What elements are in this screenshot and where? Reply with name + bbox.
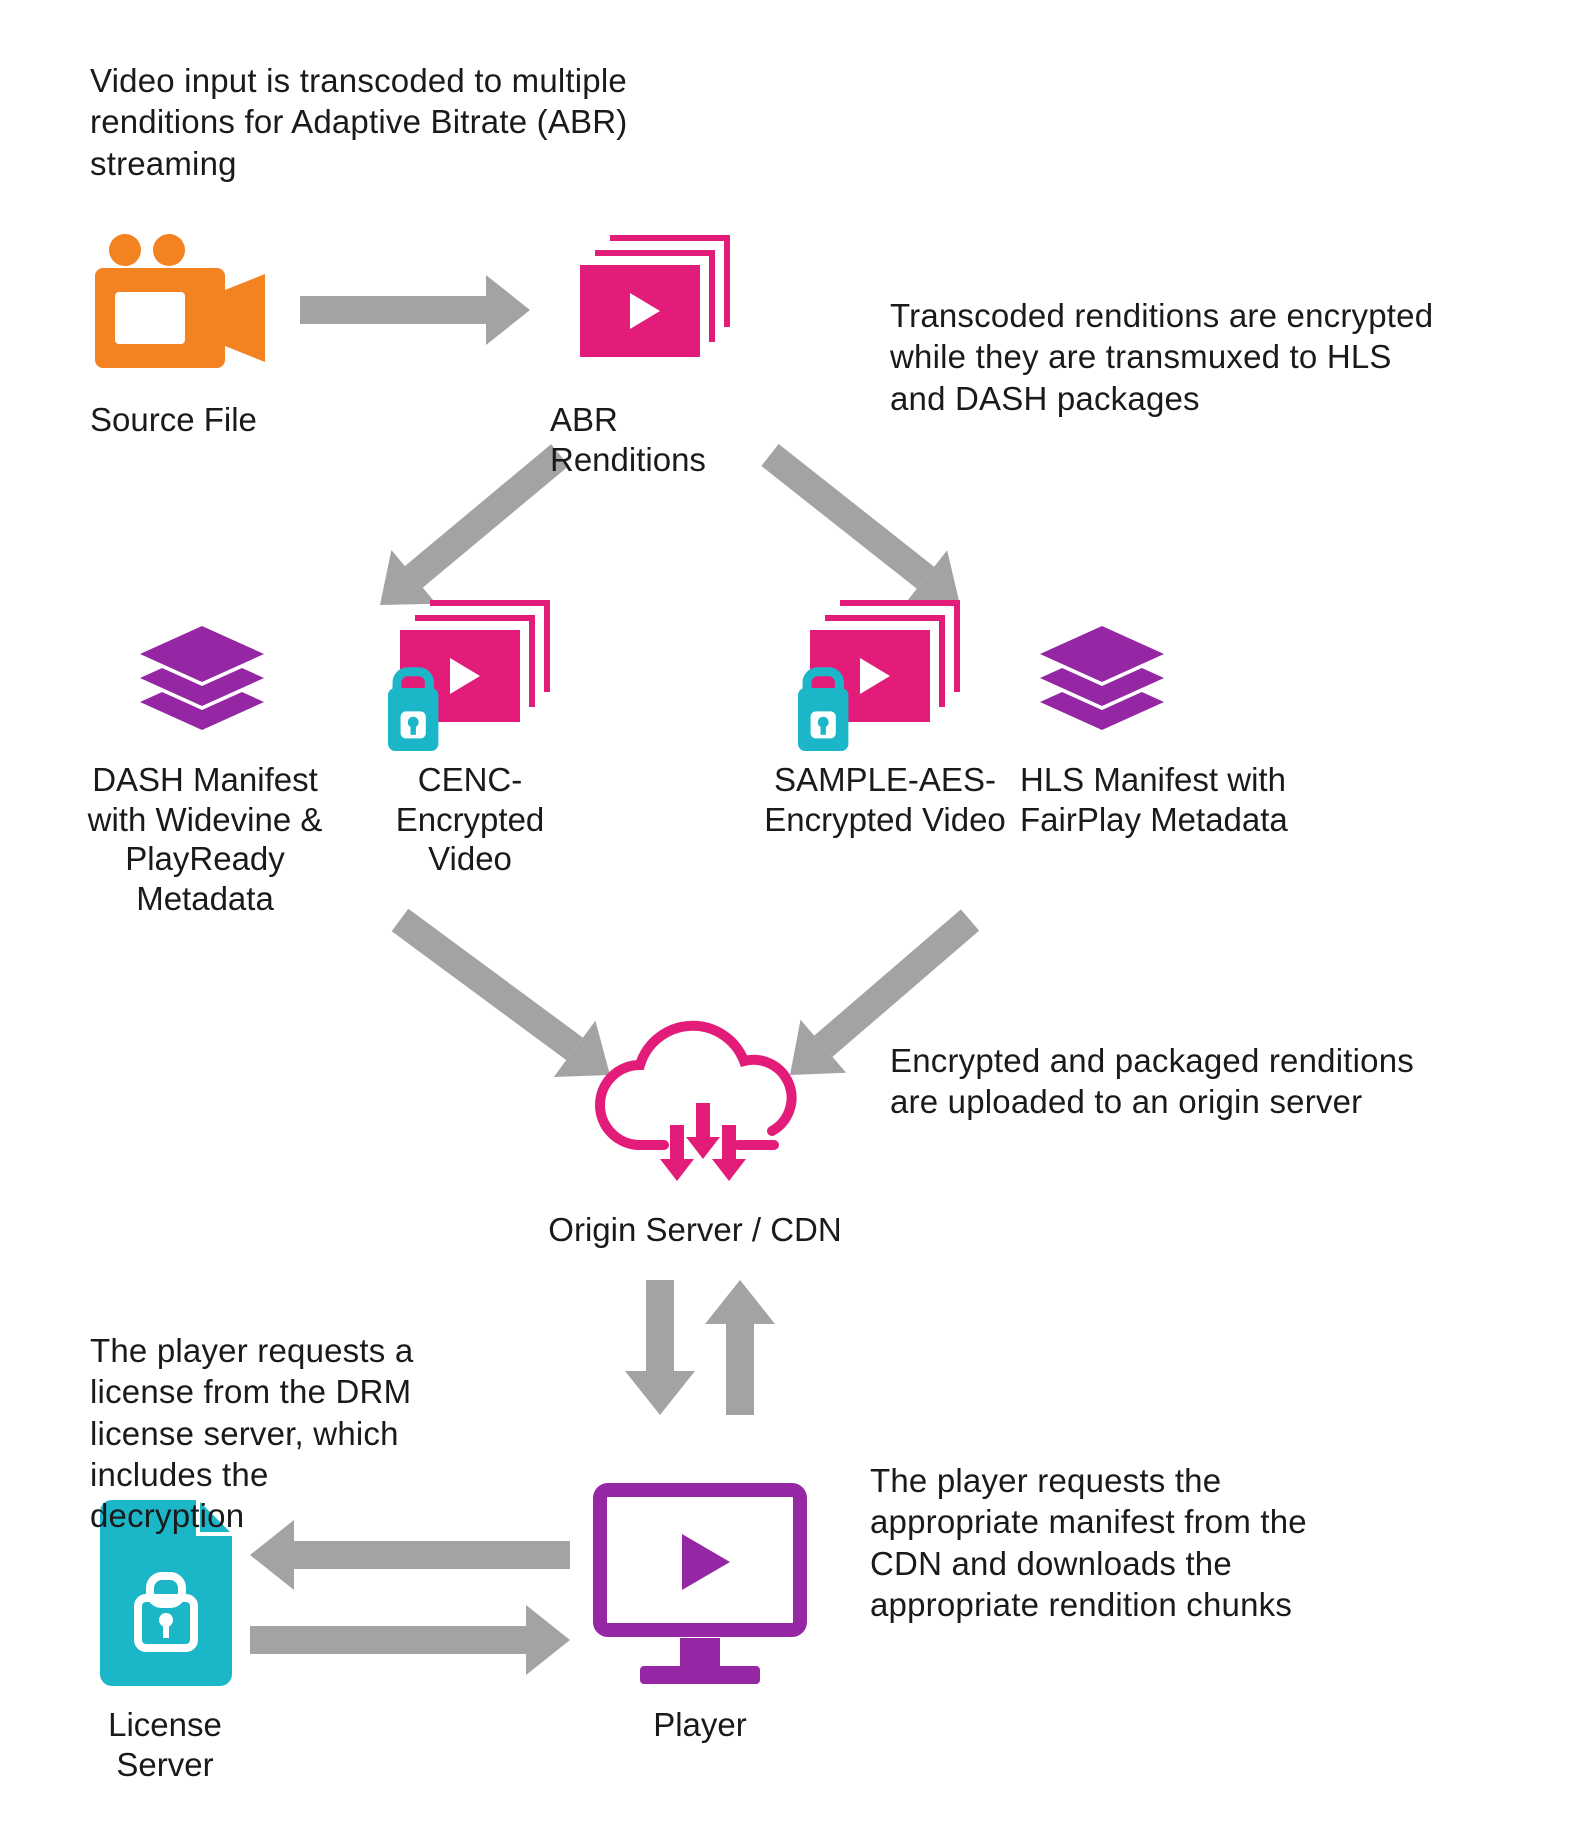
label-license-server: License Server: [55, 1705, 275, 1784]
player-monitor-icon: [600, 1490, 800, 1684]
paragraph-manifest: The player requests the appropriate mani…: [870, 1460, 1310, 1625]
camera-icon: [95, 234, 265, 368]
label-sample-aes: SAMPLE-AES-Encrypted Video: [760, 760, 1010, 839]
paragraph-upload: Encrypted and packaged renditions are up…: [890, 1040, 1450, 1123]
dash-manifest-icon: [140, 626, 264, 730]
cenc-video-icon: [388, 600, 550, 751]
cloud-download-icon: [600, 1026, 792, 1181]
sample-aes-video-icon: [798, 600, 960, 751]
paragraph-encrypt: Transcoded renditions are encrypted whil…: [890, 295, 1450, 419]
label-origin: Origin Server / CDN: [545, 1210, 845, 1250]
label-dash-manifest: DASH Manifest with Widevine & PlayReady …: [60, 760, 350, 918]
label-cenc: CENC-Encrypted Video: [350, 760, 590, 879]
abr-renditions-icon: [580, 235, 730, 357]
paragraph-transcode: Video input is transcoded to multiple re…: [90, 60, 650, 184]
hls-manifest-icon: [1040, 626, 1164, 730]
label-player: Player: [610, 1705, 790, 1745]
paragraph-license: The player requests a license from the D…: [90, 1330, 430, 1536]
label-source-file: Source File: [90, 400, 280, 440]
label-abr: ABR Renditions: [550, 400, 780, 479]
label-hls-manifest: HLS Manifest with FairPlay Metadata: [1020, 760, 1300, 839]
